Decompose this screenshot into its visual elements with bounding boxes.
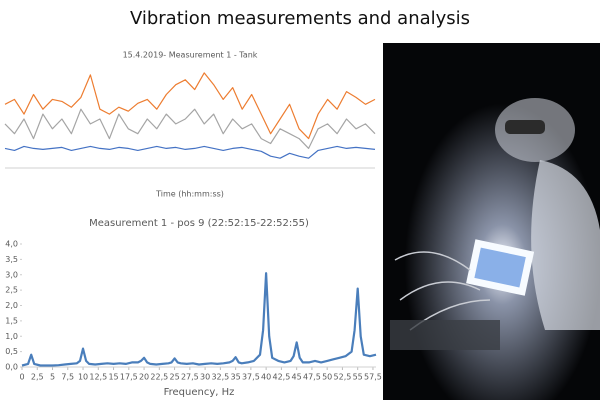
series-line [4, 108, 376, 149]
x-tick-label: 30 [200, 373, 210, 382]
x-tick-label: 57,5 [364, 373, 382, 382]
x-tick-label: 0 [19, 373, 24, 382]
x-tick-label: 32,5 [211, 373, 229, 382]
chart-title: Measurement 1 - pos 9 (22:52:15-22:52:55… [89, 218, 309, 229]
series-line [4, 72, 376, 140]
x-tick-label: 22,5 [150, 373, 168, 382]
x-tick-label: 47,5 [303, 373, 321, 382]
x-axis-label: Time (hh:mm:ss) [155, 190, 224, 199]
x-tick-label: 7,5 [61, 373, 74, 382]
y-tick-label: 0,5 [5, 347, 18, 356]
x-tick-label: 35 [231, 373, 241, 382]
chart-title: 15.4.2019- Measurement 1 - Tank [123, 51, 258, 60]
x-tick-label: 27,5 [181, 373, 199, 382]
x-tick-label: 5 [50, 373, 55, 382]
y-tick-label: 1,0 [5, 332, 18, 341]
x-tick-label: 20 [139, 373, 149, 382]
x-tick-label: 25 [169, 373, 179, 382]
y-tick-label: 4,0 [5, 240, 18, 249]
series-line [21, 272, 377, 367]
y-tick-label: 2,0 [5, 301, 18, 310]
x-tick-label: 45 [292, 373, 302, 382]
x-tick-label: 52,5 [334, 373, 352, 382]
y-tick-label: 3,0 [5, 270, 18, 279]
y-tick-label: 2,5 [5, 286, 18, 295]
x-axis-label: Frequency, Hz [164, 387, 235, 398]
y-tick-label: 0,0 [5, 363, 18, 372]
x-tick-label: 17,5 [120, 373, 138, 382]
x-tick-label: 40 [261, 373, 271, 382]
x-tick-label: 37,5 [242, 373, 260, 382]
x-tick-label: 15 [108, 373, 118, 382]
slide-title: Vibration measurements and analysis [130, 8, 470, 29]
photo [383, 43, 600, 400]
y-tick-label: 1,5 [5, 316, 18, 325]
x-tick-label: 12,5 [89, 373, 107, 382]
x-tick-label: 2,5 [31, 373, 44, 382]
y-tick-label: 3,5 [5, 255, 18, 264]
x-tick-label: 55 [353, 373, 363, 382]
series-line [4, 145, 376, 159]
x-tick-label: 10 [78, 373, 88, 382]
x-tick-label: 42,5 [272, 373, 290, 382]
x-tick-label: 50 [322, 373, 332, 382]
